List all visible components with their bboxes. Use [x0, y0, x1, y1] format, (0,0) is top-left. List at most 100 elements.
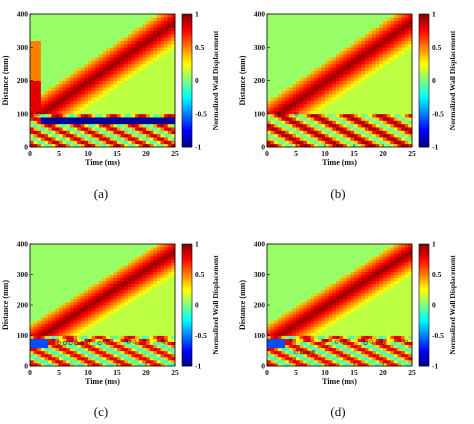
- heatmap-cell: [153, 30, 158, 35]
- heatmap-cell: [393, 30, 398, 35]
- heatmap-cell: [109, 137, 114, 141]
- heatmap-cell: [288, 140, 293, 145]
- colorbar-swatch: [182, 64, 192, 68]
- heatmap-cell: [167, 133, 172, 138]
- heatmap-cell: [343, 73, 348, 78]
- heatmap-cell: [354, 37, 359, 41]
- heatmap-cell: [317, 30, 322, 35]
- heatmap-cell: [84, 280, 89, 285]
- colorbar-swatch: [419, 51, 429, 55]
- heatmap-cell: [127, 292, 132, 297]
- heatmap-cell: [66, 286, 71, 291]
- heatmap-cell: [164, 350, 169, 355]
- heatmap-cell: [95, 33, 100, 38]
- heatmap-cell: [37, 57, 42, 61]
- heatmap-cell: [350, 70, 355, 75]
- heatmap-cell: [303, 137, 308, 141]
- heatmap-cell: [317, 87, 322, 91]
- heatmap-cell: [310, 140, 315, 145]
- heatmap-cell: [274, 97, 279, 101]
- heatmap-cell: [372, 20, 377, 25]
- heatmap-cell: [285, 63, 290, 68]
- heatmap-cell: [354, 33, 359, 38]
- heatmap-cell: [98, 311, 103, 315]
- heatmap-cell: [120, 37, 125, 41]
- heatmap-cell: [310, 60, 315, 65]
- heatmap-cell: [62, 323, 67, 327]
- heatmap-cell: [339, 70, 344, 75]
- heatmap-cell: [357, 57, 362, 61]
- heatmap-cell: [332, 67, 337, 71]
- heatmap-cell: [160, 323, 165, 327]
- heatmap-cell: [149, 262, 154, 266]
- heatmap-cell: [149, 30, 154, 35]
- heatmap-cell: [88, 265, 93, 269]
- heatmap-cell: [102, 326, 107, 330]
- heatmap-cell: [160, 27, 165, 32]
- heatmap-cell: [40, 67, 45, 71]
- heatmap-cell: [37, 120, 42, 125]
- heatmap-cell: [51, 314, 56, 318]
- heatmap-cell: [364, 137, 369, 141]
- heatmap-cell: [66, 17, 71, 22]
- heatmap-cell: [77, 250, 82, 254]
- heatmap-cell: [368, 133, 373, 138]
- heatmap-cell: [153, 107, 158, 111]
- heatmap-cell: [106, 77, 111, 81]
- colorbar-swatch: [182, 84, 192, 88]
- heatmap-cell: [372, 87, 377, 91]
- heatmap-cell: [142, 14, 147, 18]
- heatmap-cell: [117, 268, 122, 272]
- heatmap-cell: [69, 308, 74, 312]
- heatmap-cell: [91, 87, 96, 91]
- x-tick-label: 10: [84, 149, 92, 158]
- heatmap-cell: [62, 83, 67, 88]
- heatmap-cell: [146, 329, 151, 333]
- heatmap-cell: [91, 107, 96, 111]
- heatmap-cell: [98, 83, 103, 88]
- heatmap-cell: [66, 37, 71, 41]
- heatmap-cell: [142, 67, 147, 71]
- heatmap-cell: [109, 311, 114, 315]
- heatmap-cell: [390, 107, 395, 111]
- heatmap-cell: [88, 295, 93, 300]
- heatmap-cell: [30, 320, 35, 324]
- heatmap-cell: [98, 80, 103, 85]
- heatmap-cell: [73, 311, 78, 315]
- heatmap-cell: [299, 120, 304, 125]
- heatmap-cell: [51, 347, 56, 352]
- heatmap-cell: [59, 341, 64, 346]
- heatmap-cell: [142, 311, 147, 315]
- heatmap-cell: [135, 130, 140, 135]
- heatmap-cell: [135, 244, 140, 248]
- heatmap-cell: [164, 332, 169, 336]
- heatmap-cell: [51, 301, 56, 306]
- heatmap-cell: [306, 87, 311, 91]
- heatmap-cell: [59, 53, 64, 58]
- heatmap-cell: [167, 47, 172, 51]
- heatmap-cell: [30, 17, 35, 22]
- heatmap-cell: [138, 265, 143, 269]
- heatmap-cell: [156, 301, 161, 306]
- heatmap-cell: [299, 103, 304, 108]
- heatmap-cell: [364, 97, 369, 101]
- heatmap-cell: [98, 77, 103, 81]
- heatmap-cell: [138, 130, 143, 135]
- heatmap-cell: [393, 73, 398, 78]
- heatmap-cell: [120, 311, 125, 315]
- heatmap-cell: [142, 247, 147, 251]
- heatmap-cell: [77, 247, 82, 251]
- heatmap-cell: [339, 30, 344, 35]
- heatmap-cell: [393, 110, 398, 115]
- heatmap-cell: [156, 67, 161, 71]
- heatmap-cell: [328, 67, 333, 71]
- heatmap-cell: [285, 53, 290, 58]
- heatmap-cell: [303, 27, 308, 32]
- heatmap-cell: [40, 73, 45, 78]
- heatmap-cell: [303, 17, 308, 22]
- heatmap-cell: [288, 37, 293, 41]
- heatmap-cell: [88, 87, 93, 91]
- heatmap-cell: [124, 117, 129, 121]
- heatmap-cell: [364, 120, 369, 125]
- heatmap-cell: [117, 77, 122, 81]
